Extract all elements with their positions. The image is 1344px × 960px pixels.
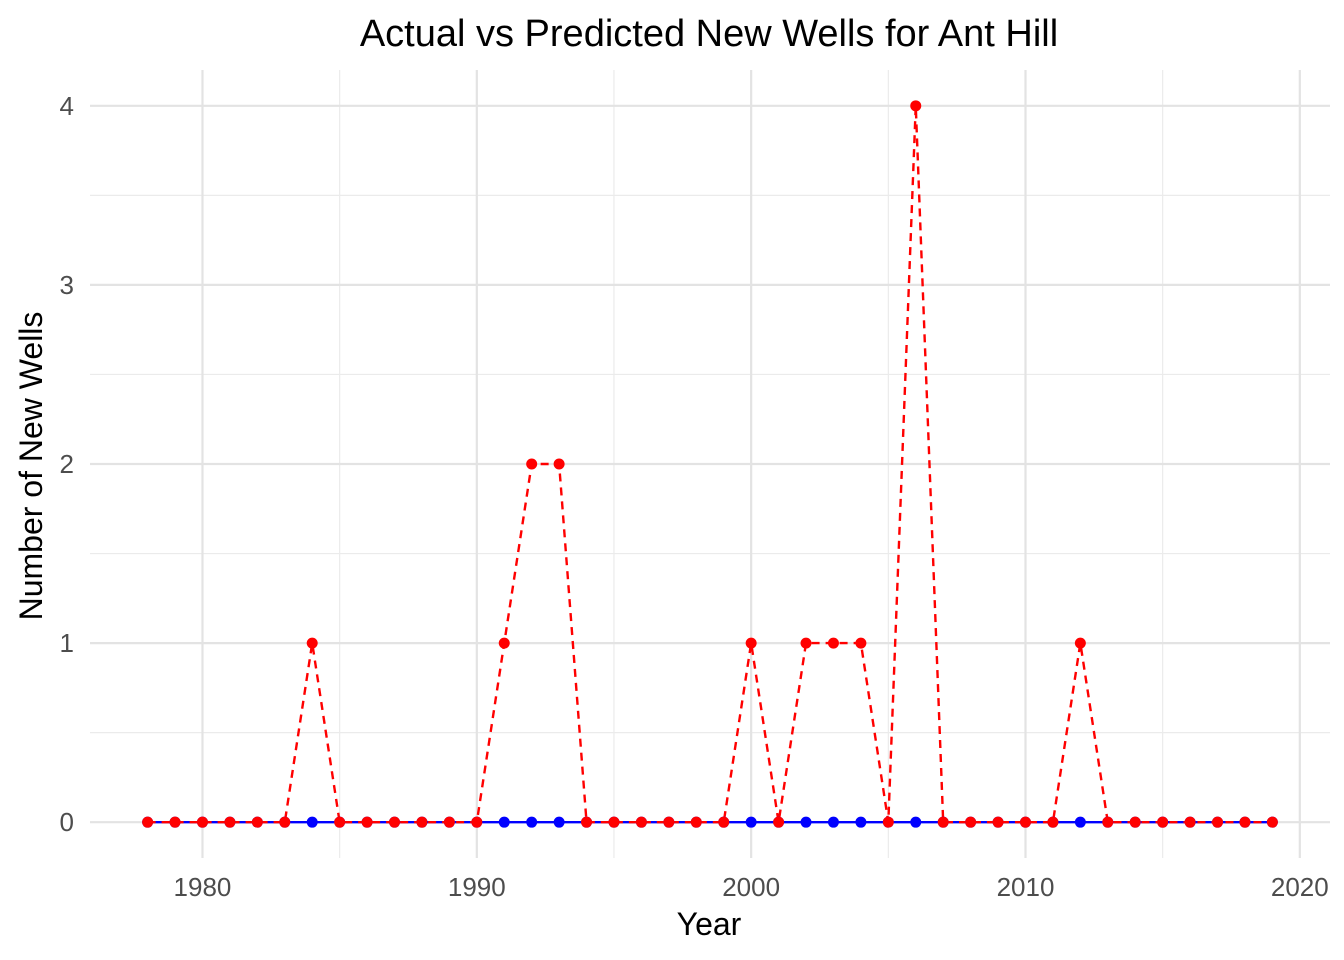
series-2-point xyxy=(361,816,373,828)
series-2-point xyxy=(1047,816,1059,828)
series-1-point xyxy=(745,816,757,828)
series-2-point xyxy=(1266,816,1278,828)
series-2-point xyxy=(800,637,812,649)
series-2-point xyxy=(1129,816,1141,828)
tick-labels: 1980 1990 2000 2010 2020 0 1 2 3 4 xyxy=(60,91,1329,902)
series-1-point xyxy=(498,816,510,828)
series-2-point xyxy=(471,816,483,828)
series-2-point xyxy=(581,816,593,828)
x-tick-label: 1990 xyxy=(448,872,506,902)
series-1-point xyxy=(306,816,318,828)
x-axis-title: Year xyxy=(677,906,742,942)
series-2-point xyxy=(224,816,236,828)
series-2-point xyxy=(910,100,922,112)
series-2-point xyxy=(142,816,154,828)
series-2-point xyxy=(773,816,785,828)
y-tick-label: 2 xyxy=(60,449,74,479)
series-2-point xyxy=(1157,816,1169,828)
series-1-point xyxy=(827,816,839,828)
series-2-point xyxy=(279,816,291,828)
y-tick-label: 3 xyxy=(60,270,74,300)
y-tick-label: 0 xyxy=(60,807,74,837)
grid-lines xyxy=(90,70,1330,858)
series-2-point xyxy=(553,458,565,470)
series-2-point xyxy=(251,816,263,828)
series-2-point xyxy=(389,816,401,828)
series-layer xyxy=(142,100,1278,828)
series-1-point xyxy=(1074,816,1086,828)
series-2-point xyxy=(498,637,510,649)
x-tick-label: 2000 xyxy=(722,872,780,902)
series-2-point xyxy=(690,816,702,828)
series-2-point xyxy=(526,458,538,470)
x-tick-label: 1980 xyxy=(174,872,232,902)
series-2-point xyxy=(937,816,949,828)
series-2-point xyxy=(1239,816,1251,828)
series-2-point xyxy=(196,816,208,828)
series-2-point xyxy=(718,816,730,828)
series-2-point xyxy=(1019,816,1031,828)
series-2-point xyxy=(663,816,675,828)
series-2-line xyxy=(147,105,1273,824)
series-2-point xyxy=(745,637,757,649)
series-2-point xyxy=(635,816,647,828)
series-2-point xyxy=(1102,816,1114,828)
series-2-point xyxy=(1074,637,1086,649)
x-tick-label: 2020 xyxy=(1271,872,1329,902)
series-2-point xyxy=(1212,816,1224,828)
series-2-point xyxy=(443,816,455,828)
x-tick-label: 2010 xyxy=(997,872,1055,902)
series-2-point xyxy=(965,816,977,828)
series-2-point xyxy=(855,637,867,649)
y-tick-label: 4 xyxy=(60,91,74,121)
y-tick-label: 1 xyxy=(60,628,74,658)
series-2-point xyxy=(827,637,839,649)
series-1-point xyxy=(910,816,922,828)
series-2-point xyxy=(608,816,620,828)
series-2-point xyxy=(416,816,428,828)
series-2-point xyxy=(1184,816,1196,828)
y-axis-title: Number of New Wells xyxy=(13,312,49,621)
series-1-point xyxy=(800,816,812,828)
series-2-point xyxy=(992,816,1004,828)
series-1-point xyxy=(553,816,565,828)
series-2-point xyxy=(334,816,346,828)
series-2-point xyxy=(169,816,181,828)
series-1-point xyxy=(526,816,538,828)
series-2-point xyxy=(306,637,318,649)
series-2-point xyxy=(882,816,894,828)
chart-title: Actual vs Predicted New Wells for Ant Hi… xyxy=(360,13,1058,55)
series-1-point xyxy=(855,816,867,828)
